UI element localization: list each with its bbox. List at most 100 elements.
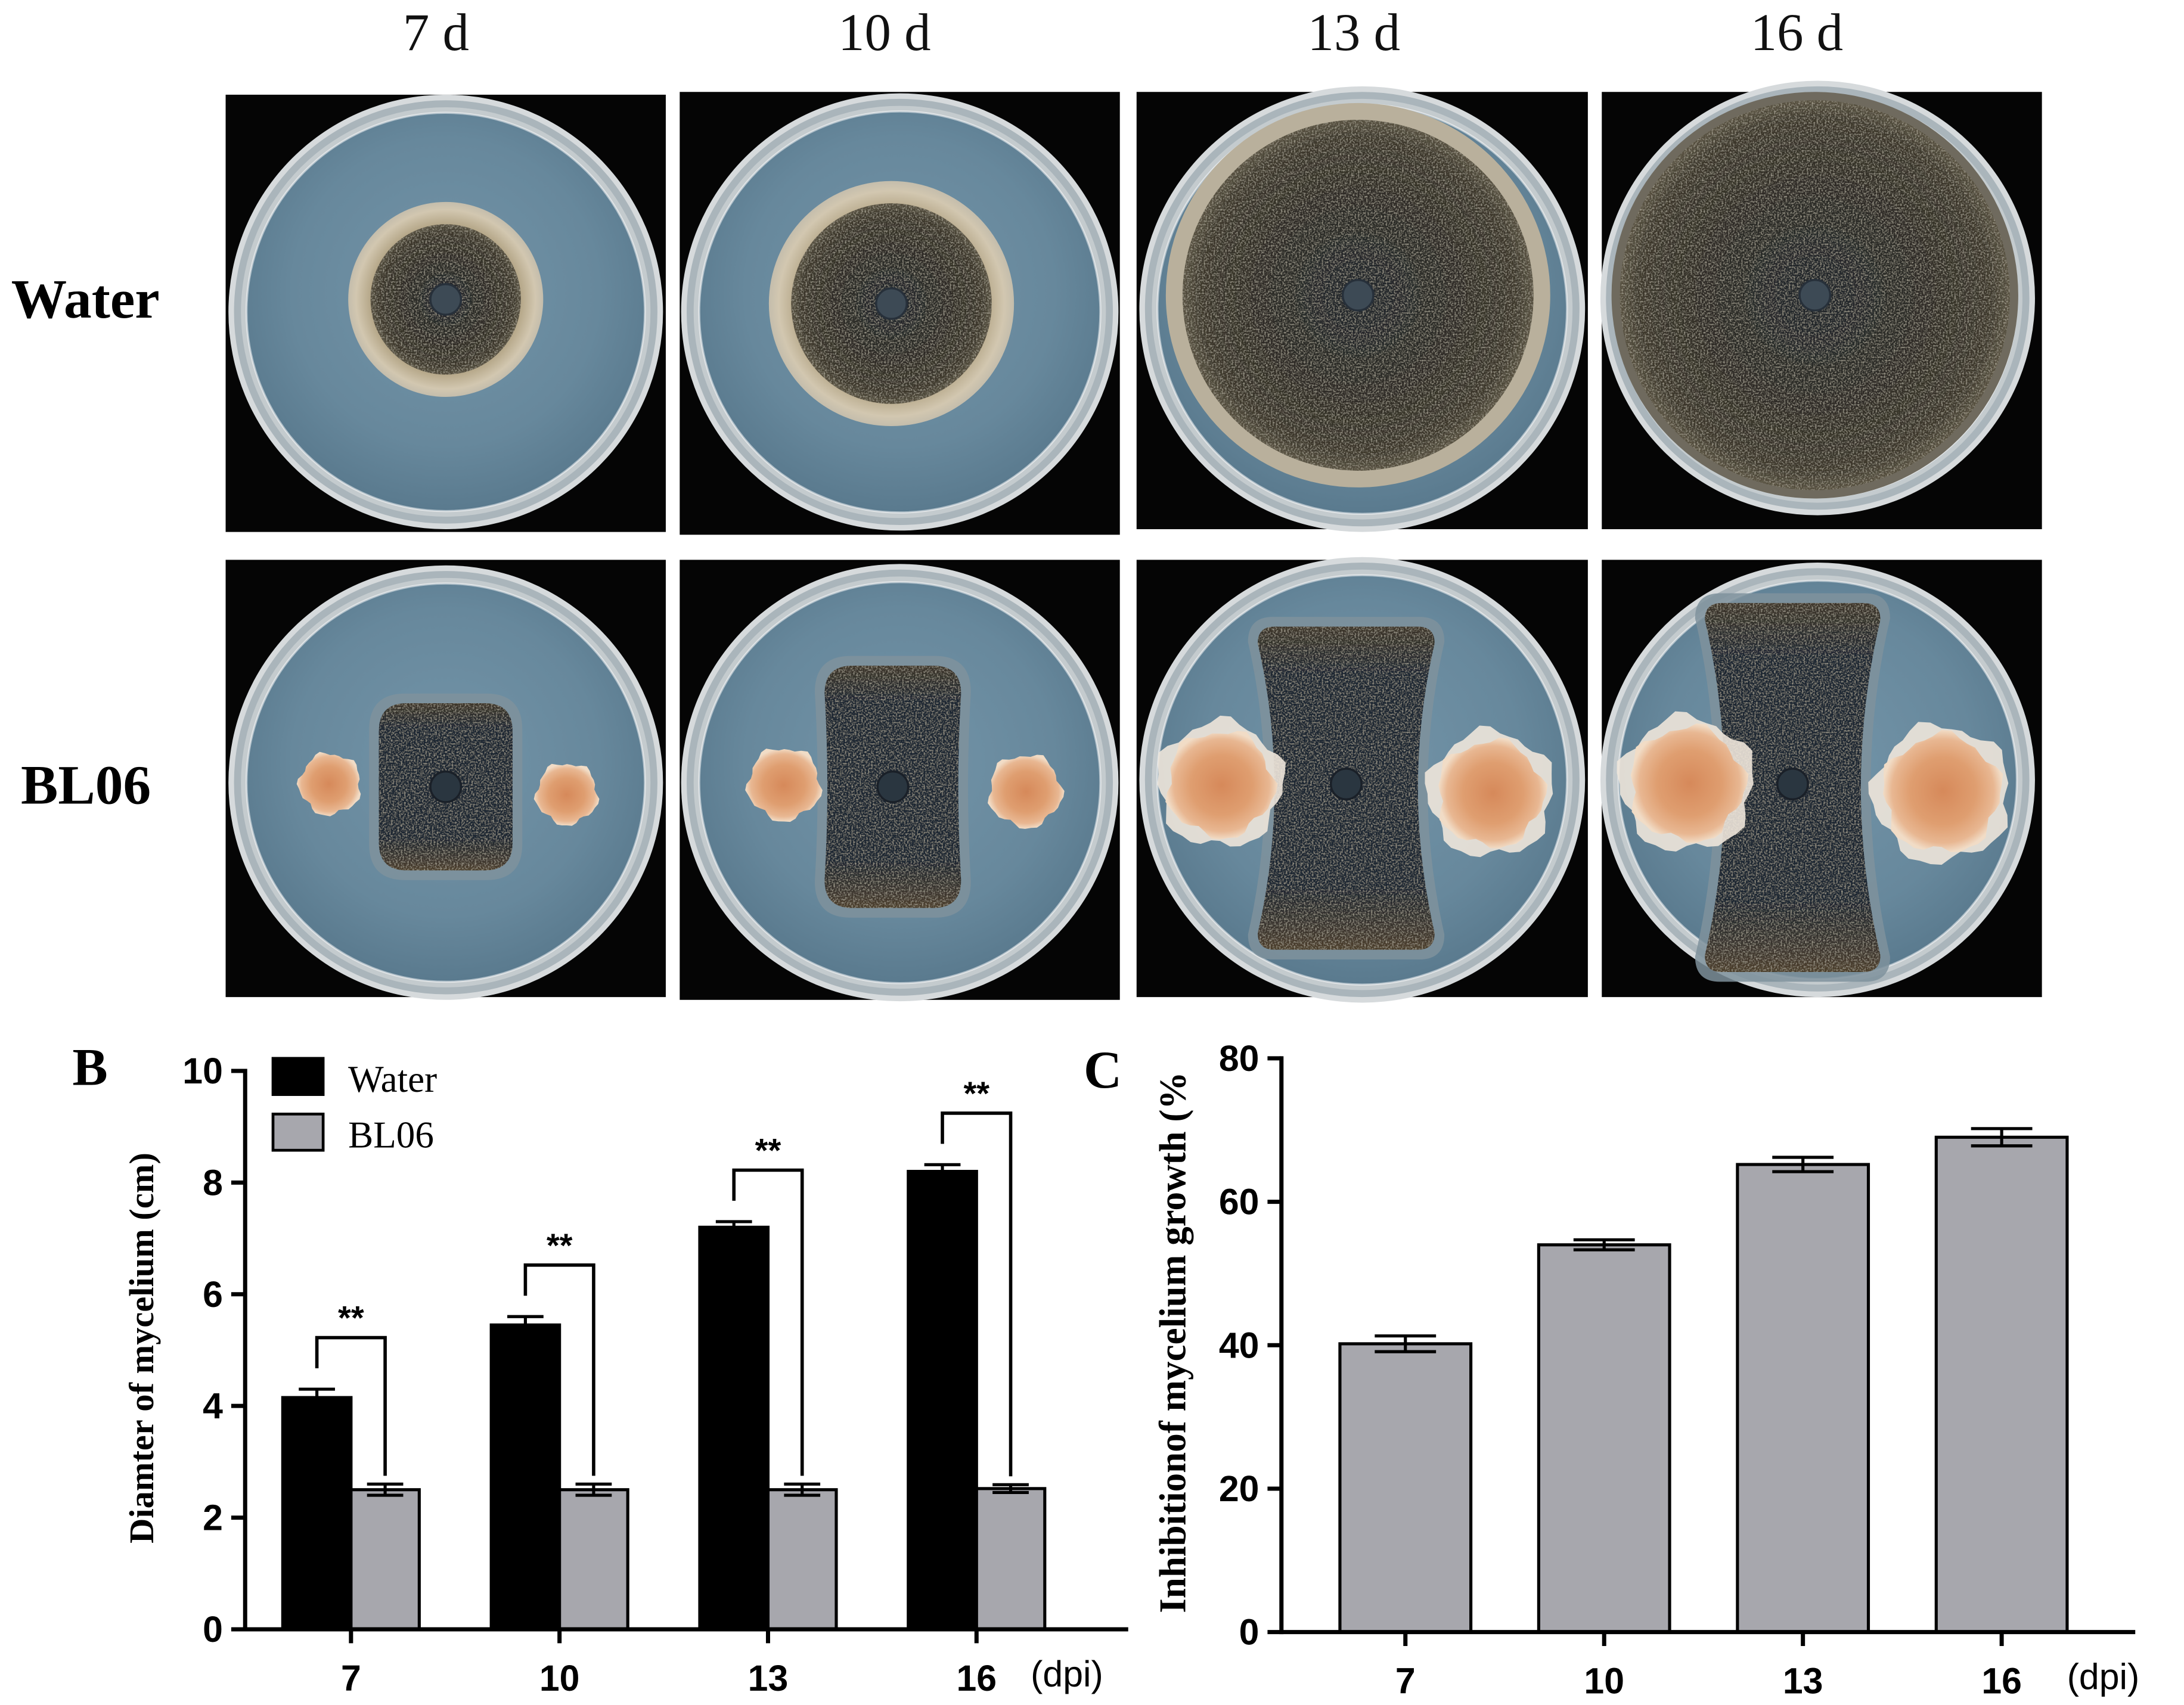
fungal-colony — [1611, 92, 2018, 499]
fungal-colony — [1695, 593, 1890, 982]
x-tick-label-7: 7 — [341, 1658, 361, 1698]
y-tick-label-10: 10 — [182, 1051, 223, 1091]
plate-photo-grid — [225, 80, 2042, 1003]
error-bar-inhibition-7 — [1375, 1334, 1437, 1353]
legend-label-bl06: BL06 — [348, 1114, 434, 1156]
plate-photo-water-13d — [1136, 86, 1588, 532]
error-bar-inhibition-10 — [1573, 1238, 1635, 1251]
bar-water-7 — [281, 1396, 353, 1631]
error-bar-water-13 — [715, 1220, 752, 1235]
legend-label-water: Water — [348, 1058, 437, 1100]
y-tick-label-0: 0 — [203, 1609, 223, 1650]
significance-label-10: ** — [547, 1226, 573, 1264]
bacterial-colony — [296, 751, 361, 816]
bacterial-colony — [533, 763, 600, 826]
inoculum-plug — [1341, 278, 1375, 312]
column-header-7d: 7 d — [403, 4, 469, 62]
inoculum-plug — [1329, 768, 1363, 801]
row-label-water: Water — [11, 269, 160, 330]
fungal-colony — [348, 201, 544, 397]
panel-label-b: B — [73, 1038, 108, 1097]
y-tick-label-2: 2 — [203, 1498, 223, 1538]
x-unit-label: (dpi) — [1031, 1654, 1103, 1694]
bacterial-colony — [1157, 715, 1286, 847]
y-axis-label: Diamter of mycelium (cm) — [122, 1153, 161, 1543]
error-bar-inhibition-13 — [1772, 1156, 1834, 1173]
row-label-bl06: BL06 — [21, 754, 151, 816]
error-bar-bl06-7 — [367, 1482, 404, 1497]
x-unit-label: (dpi) — [2067, 1656, 2140, 1697]
significance-bracket-10 — [523, 1263, 595, 1476]
plate-photo-water-16d — [1600, 80, 2042, 529]
y-axis-label: Inhibitionof mycelium growth (% — [1152, 1072, 1194, 1613]
significance-label-13: ** — [755, 1131, 781, 1169]
bacterial-colony — [1868, 722, 2009, 865]
inoculum-plug — [875, 287, 908, 320]
y-tick-label-80: 80 — [1219, 1038, 1259, 1079]
plate-photo-bl06-7d — [225, 560, 666, 1000]
legend: Water BL06 — [271, 1057, 437, 1156]
x-tick-label-16: 16 — [1981, 1660, 2022, 1701]
x-tick-label-16: 16 — [956, 1658, 997, 1698]
legend-swatch-bl06 — [271, 1113, 325, 1152]
bar-water-16 — [907, 1170, 978, 1631]
y-tick-label-6: 6 — [203, 1274, 223, 1315]
bar-water-10 — [489, 1323, 561, 1631]
bacterial-colony — [1425, 725, 1553, 858]
column-headers: 7 d 10 d 13 d 16 d — [403, 4, 1843, 62]
error-bar-inhibition-16 — [1971, 1127, 2033, 1148]
fungal-colony — [1165, 103, 1550, 487]
inoculum-plug — [876, 770, 910, 803]
error-bar-bl06-13 — [784, 1482, 821, 1497]
x-tick-label-7: 7 — [1395, 1660, 1416, 1701]
bacterial-colony — [987, 754, 1065, 829]
inoculum-plug — [429, 282, 463, 316]
plate-photo-bl06-10d — [680, 560, 1120, 1002]
fungal-colony — [814, 656, 971, 918]
inoculum-plug — [1776, 768, 1809, 801]
bar-inhibition-13 — [1736, 1163, 1870, 1634]
bar-bl06-13 — [766, 1488, 838, 1631]
bar-water-13 — [698, 1225, 770, 1631]
bar-inhibition-7 — [1338, 1342, 1473, 1634]
bar-inhibition-16 — [1934, 1135, 2069, 1634]
y-tick-label-8: 8 — [203, 1162, 223, 1203]
bacterial-colony — [745, 749, 823, 822]
column-header-16d: 16 d — [1751, 4, 1843, 62]
significance-bracket-13 — [732, 1168, 804, 1476]
inoculum-plug — [1798, 278, 1832, 312]
panel-label-c: C — [1084, 1041, 1122, 1100]
x-tick-label-10: 10 — [539, 1658, 580, 1698]
chart-b-mycelium-diameter: ** 7 ** 10 ** 13 ** 16 0 2 4 6 8 10 Diamter of myceliu… — [122, 1051, 1128, 1698]
y-tick-label-60: 60 — [1219, 1182, 1259, 1222]
significance-label-16: ** — [963, 1074, 989, 1112]
fungal-colony — [768, 181, 1015, 427]
x-tick-label-13: 13 — [1783, 1660, 1823, 1701]
error-bar-water-10 — [507, 1315, 544, 1335]
y-tick-label-0: 0 — [1239, 1612, 1259, 1653]
fungal-colony — [1248, 617, 1445, 960]
fungal-colony — [369, 693, 523, 880]
chart-c-mycelium-inhibition: 7 10 13 16 0 20 40 60 80 Inhibitionof mycelium gr… — [1152, 1038, 2140, 1701]
significance-bracket-7 — [315, 1336, 387, 1476]
column-header-10d: 10 d — [838, 4, 930, 62]
x-tick-label-13: 13 — [748, 1658, 789, 1698]
bar-bl06-16 — [975, 1487, 1047, 1631]
legend-swatch-water — [271, 1057, 325, 1097]
significance-bracket-16 — [941, 1111, 1013, 1477]
error-bar-water-16 — [924, 1163, 961, 1180]
error-bar-bl06-16 — [992, 1483, 1029, 1494]
inoculum-plug — [429, 770, 463, 803]
bacterial-colony — [1617, 711, 1754, 852]
column-header-13d: 13 d — [1308, 4, 1400, 62]
error-bar-water-7 — [299, 1387, 335, 1408]
plate-photo-water-7d — [225, 94, 666, 532]
error-bar-bl06-10 — [575, 1482, 612, 1497]
y-tick-label-40: 40 — [1219, 1325, 1259, 1365]
plate-photo-bl06-13d — [1136, 557, 1588, 1003]
plate-photo-water-10d — [680, 92, 1120, 535]
bar-inhibition-10 — [1537, 1243, 1671, 1634]
bar-bl06-10 — [558, 1488, 629, 1631]
y-tick-label-4: 4 — [203, 1386, 223, 1426]
